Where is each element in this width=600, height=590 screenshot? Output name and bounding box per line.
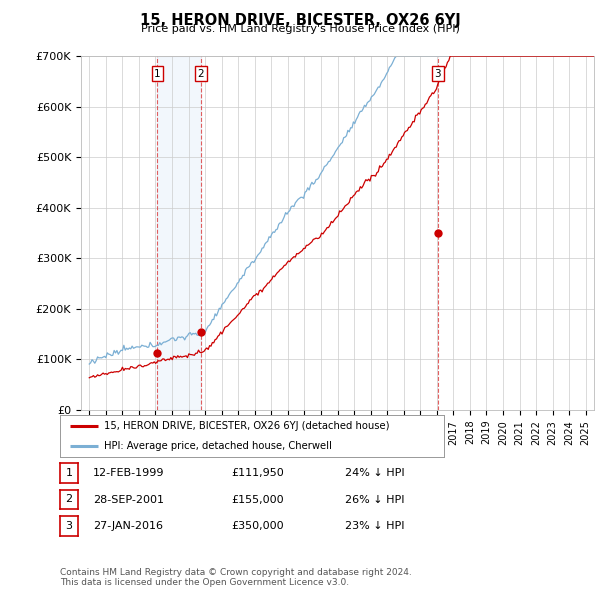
Text: 24% ↓ HPI: 24% ↓ HPI (345, 468, 404, 478)
Text: Price paid vs. HM Land Registry's House Price Index (HPI): Price paid vs. HM Land Registry's House … (140, 24, 460, 34)
Text: Contains HM Land Registry data © Crown copyright and database right 2024.
This d: Contains HM Land Registry data © Crown c… (60, 568, 412, 587)
Text: 12-FEB-1999: 12-FEB-1999 (93, 468, 164, 478)
Text: 2: 2 (65, 494, 73, 504)
Text: 1: 1 (65, 468, 73, 478)
Text: 23% ↓ HPI: 23% ↓ HPI (345, 522, 404, 531)
Text: 15, HERON DRIVE, BICESTER, OX26 6YJ (detached house): 15, HERON DRIVE, BICESTER, OX26 6YJ (det… (104, 421, 389, 431)
Text: HPI: Average price, detached house, Cherwell: HPI: Average price, detached house, Cher… (104, 441, 332, 451)
Text: 3: 3 (65, 521, 73, 531)
Bar (157, 56, 201, 410)
Text: £350,000: £350,000 (231, 522, 284, 531)
Text: 15, HERON DRIVE, BICESTER, OX26 6YJ: 15, HERON DRIVE, BICESTER, OX26 6YJ (140, 13, 460, 28)
Text: 26% ↓ HPI: 26% ↓ HPI (345, 495, 404, 504)
Text: 2: 2 (197, 69, 204, 78)
Text: £155,000: £155,000 (231, 495, 284, 504)
Text: 28-SEP-2001: 28-SEP-2001 (93, 495, 164, 504)
Text: £111,950: £111,950 (231, 468, 284, 478)
Text: 3: 3 (434, 69, 441, 78)
Text: 1: 1 (154, 69, 161, 78)
Text: 27-JAN-2016: 27-JAN-2016 (93, 522, 163, 531)
